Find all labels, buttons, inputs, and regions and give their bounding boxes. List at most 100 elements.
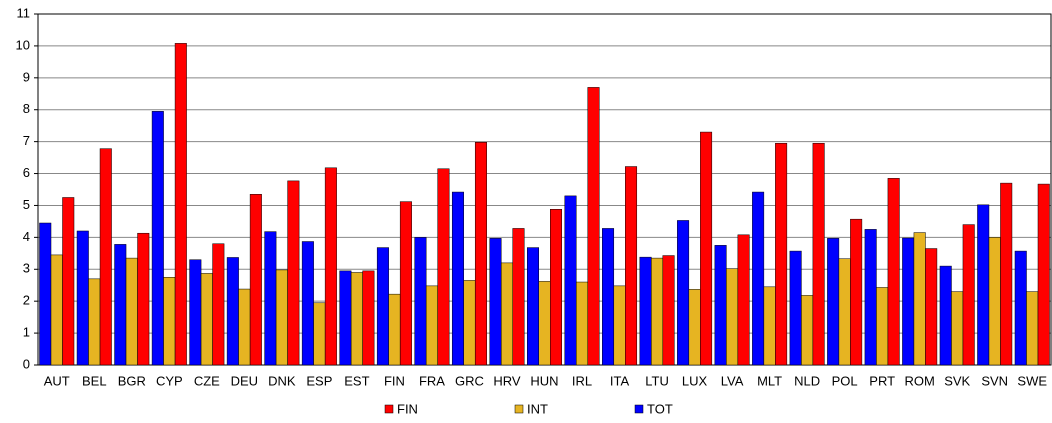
bar [350, 272, 363, 366]
bar [151, 111, 164, 366]
bar [887, 178, 900, 366]
bar [977, 204, 990, 366]
x-tick-label: HUN [530, 373, 558, 388]
bar [249, 194, 262, 366]
bar [474, 142, 487, 366]
bar [362, 270, 375, 366]
bar [414, 237, 427, 366]
x-tick-label: FIN [384, 373, 405, 388]
bar [688, 289, 701, 366]
x-tick-label: IRL [572, 373, 592, 388]
bar [913, 232, 926, 366]
bar [388, 293, 401, 366]
y-tick-label: 0 [23, 356, 30, 371]
bar [613, 285, 626, 366]
x-tick-label: BGR [118, 373, 146, 388]
bar [962, 224, 975, 366]
bar [864, 229, 877, 366]
bar [1000, 182, 1013, 366]
y-tick-label: 2 [23, 293, 30, 308]
bar [163, 277, 176, 366]
bar [399, 201, 412, 366]
bar [226, 257, 239, 366]
bar [137, 232, 150, 366]
bar [425, 285, 438, 366]
bar [714, 245, 727, 366]
bar [114, 244, 127, 366]
x-tick-label: PRT [869, 373, 895, 388]
x-tick-label: GRC [455, 373, 484, 388]
bar [99, 148, 112, 366]
y-tick-label: 8 [23, 101, 30, 116]
bar [988, 237, 1001, 366]
x-tick-label: FRA [419, 373, 445, 388]
x-tick-label: LTU [645, 373, 669, 388]
x-tick-label: LUX [682, 373, 708, 388]
bar [339, 270, 352, 366]
bar [827, 238, 840, 366]
bar [538, 281, 551, 366]
bar [752, 191, 765, 366]
bar [925, 248, 938, 366]
y-tick-label: 7 [23, 133, 30, 148]
bar [264, 231, 277, 366]
y-tick-label: 11 [17, 5, 31, 20]
bar [564, 195, 577, 366]
x-tick-label: POL [832, 373, 858, 388]
bar [763, 286, 776, 366]
legend-label: TOT [647, 401, 673, 416]
y-tick-label: 5 [23, 197, 30, 212]
bar [876, 287, 889, 366]
bar [576, 281, 589, 366]
bar [602, 228, 615, 366]
bar [775, 142, 788, 366]
bar [838, 258, 851, 366]
x-tick-label: ESP [306, 373, 332, 388]
x-tick-label: MLT [757, 373, 782, 388]
bar [301, 241, 314, 366]
bar [62, 197, 75, 366]
bar [313, 302, 326, 366]
x-tick-label: CYP [156, 373, 183, 388]
bar [275, 269, 288, 366]
bar [801, 295, 814, 366]
bar [1014, 250, 1027, 366]
legend-swatch [634, 404, 644, 414]
x-tick-label: BEL [82, 373, 107, 388]
bar [238, 288, 251, 366]
bar [489, 238, 502, 366]
bar [700, 131, 713, 366]
bar [212, 243, 225, 366]
bar [39, 222, 52, 366]
x-tick-label: SVK [944, 373, 970, 388]
bar [88, 278, 101, 366]
bar [789, 250, 802, 366]
x-tick-label: ROM [905, 373, 935, 388]
x-tick-label: ITA [610, 373, 630, 388]
bar [737, 234, 750, 366]
bar [512, 228, 525, 366]
y-tick-label: 4 [23, 229, 30, 244]
legend-label: INT [527, 401, 548, 416]
bar [550, 209, 562, 366]
x-tick-label: EST [344, 373, 369, 388]
bar [677, 220, 690, 366]
legend-swatch [514, 404, 524, 414]
bar [639, 256, 652, 366]
x-tick-label: HRV [493, 373, 521, 388]
x-tick-label: SWE [1017, 373, 1047, 388]
bar [1037, 183, 1050, 366]
bar [376, 247, 389, 366]
bar [587, 87, 600, 366]
bar [174, 43, 187, 366]
x-tick-label: AUT [44, 373, 70, 388]
bar [287, 180, 300, 366]
bar [200, 273, 213, 366]
bar [125, 257, 138, 366]
x-tick-label: NLD [794, 373, 820, 388]
y-tick-label: 9 [23, 69, 30, 84]
bar [189, 259, 202, 366]
bar [651, 257, 664, 366]
x-tick-label: DEU [231, 373, 258, 388]
